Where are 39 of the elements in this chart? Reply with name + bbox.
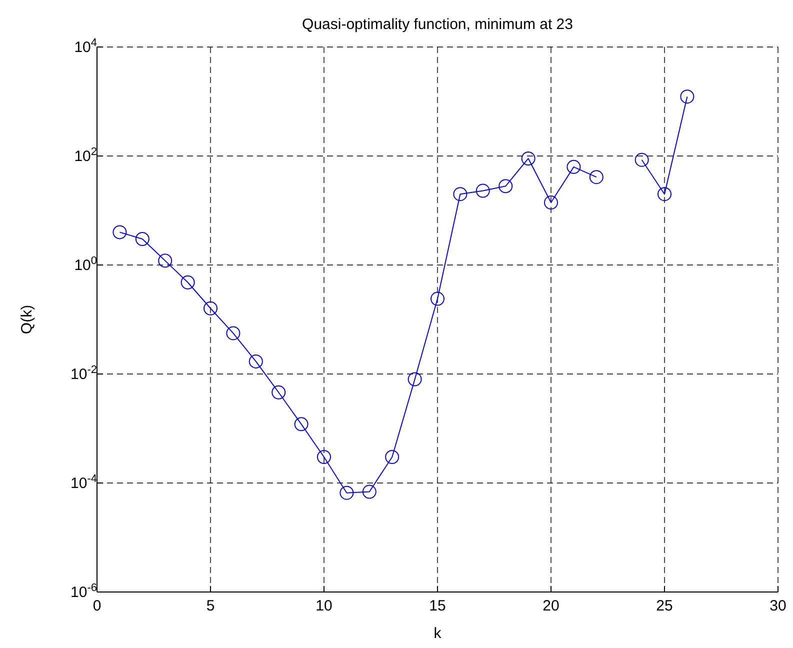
point [204,301,218,316]
point [158,254,172,268]
y-tick-label: 10$^{0}$ [74,255,97,274]
x-tick-label: 20 [542,598,560,615]
x-tick-label: 10 [316,598,332,615]
point [317,450,331,464]
point [272,385,286,400]
x-tick-label: 5 [206,598,215,615]
y-tick-label: 10$^{-2}$ [70,364,97,383]
point [589,170,604,184]
y-tick-label: 10$^{-4}$ [70,473,97,492]
point [408,372,422,386]
point [430,292,444,306]
point [112,225,127,240]
y-tick-label: 10$^{2}$ [74,146,97,165]
x-axis-title: k [434,625,442,642]
chart-title: Quasi-optimality function, minimum at 23 [301,16,574,33]
point [544,196,558,210]
x-tick-label: 15 [429,598,446,615]
point [476,184,490,198]
point [180,275,195,290]
point [680,90,694,104]
y-tick-label: 10$^{4}$ [74,37,97,56]
point [135,232,150,246]
point [521,151,536,166]
point [385,450,400,464]
point [566,160,581,174]
x-tick-label: 25 [656,598,673,615]
y-axis-title: Q(k) [18,304,36,334]
point [362,484,376,499]
point [248,354,263,368]
point [634,152,649,167]
point [658,187,672,202]
x-tick-label: 30 [770,598,786,615]
point [340,486,354,500]
point [226,326,240,340]
point [294,417,308,432]
point [498,179,513,194]
point [453,187,468,202]
